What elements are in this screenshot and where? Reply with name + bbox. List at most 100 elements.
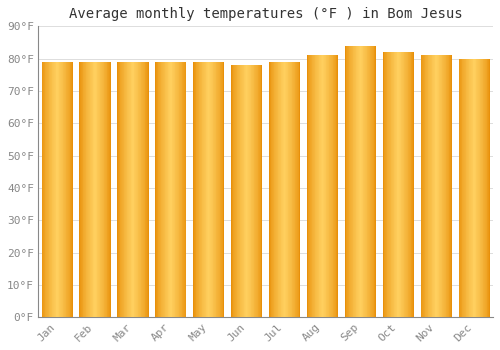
Bar [242, 65, 244, 317]
Bar [368, 46, 369, 317]
Bar [316, 55, 317, 317]
Bar [200, 62, 201, 317]
Bar [280, 62, 281, 317]
Bar [259, 65, 260, 317]
Bar [204, 62, 205, 317]
Bar [60, 62, 61, 317]
Bar [139, 62, 140, 317]
Bar [355, 46, 356, 317]
Bar [159, 62, 160, 317]
Bar [172, 62, 173, 317]
Bar [393, 52, 394, 317]
Bar [171, 62, 172, 317]
Bar [410, 52, 411, 317]
Bar [109, 62, 110, 317]
Bar [427, 55, 428, 317]
Bar [56, 62, 57, 317]
Bar [133, 62, 134, 317]
Bar [388, 52, 389, 317]
Bar [277, 62, 278, 317]
Bar [410, 52, 412, 317]
Bar [321, 55, 322, 317]
Bar [173, 62, 174, 317]
Bar [308, 55, 310, 317]
Bar [322, 55, 324, 317]
Bar [135, 62, 136, 317]
Bar [87, 62, 88, 317]
Bar [196, 62, 197, 317]
Bar [294, 62, 296, 317]
Bar [400, 52, 402, 317]
Bar [140, 62, 141, 317]
Bar [234, 65, 235, 317]
Bar [53, 62, 54, 317]
Bar [288, 62, 290, 317]
Bar [482, 59, 484, 317]
Bar [382, 52, 384, 317]
Bar [222, 62, 224, 317]
Bar [282, 62, 283, 317]
Bar [352, 46, 354, 317]
Bar [125, 62, 126, 317]
Bar [123, 62, 124, 317]
Bar [198, 62, 200, 317]
Bar [252, 65, 253, 317]
Bar [468, 59, 469, 317]
Bar [336, 55, 338, 317]
Bar [177, 62, 178, 317]
Bar [327, 55, 328, 317]
Bar [185, 62, 186, 317]
Bar [194, 62, 195, 317]
Bar [291, 62, 292, 317]
Bar [108, 62, 109, 317]
Bar [138, 62, 139, 317]
Bar [370, 46, 372, 317]
Bar [254, 65, 256, 317]
Bar [287, 62, 288, 317]
Bar [359, 46, 360, 317]
Bar [104, 62, 105, 317]
Bar [51, 62, 52, 317]
Bar [44, 62, 46, 317]
Bar [129, 62, 130, 317]
Bar [208, 62, 209, 317]
Bar [205, 62, 206, 317]
Bar [54, 62, 55, 317]
Bar [358, 46, 359, 317]
Bar [356, 46, 358, 317]
Bar [374, 46, 375, 317]
Bar [293, 62, 294, 317]
Bar [249, 65, 250, 317]
Bar [474, 59, 475, 317]
Bar [409, 52, 410, 317]
Bar [442, 55, 444, 317]
Bar [422, 55, 423, 317]
Bar [67, 62, 68, 317]
Bar [386, 52, 388, 317]
Bar [54, 62, 56, 317]
Bar [458, 59, 460, 317]
Bar [238, 65, 239, 317]
Bar [365, 46, 366, 317]
Bar [94, 62, 95, 317]
Bar [89, 62, 90, 317]
Bar [98, 62, 99, 317]
Bar [48, 62, 50, 317]
Bar [460, 59, 461, 317]
Bar [82, 62, 84, 317]
Bar [364, 46, 365, 317]
Bar [489, 59, 490, 317]
Bar [438, 55, 440, 317]
Bar [242, 65, 243, 317]
Bar [390, 52, 392, 317]
Bar [396, 52, 397, 317]
Bar [216, 62, 218, 317]
Bar [326, 55, 327, 317]
Bar [437, 55, 438, 317]
Bar [85, 62, 86, 317]
Bar [160, 62, 161, 317]
Bar [96, 62, 98, 317]
Bar [484, 59, 485, 317]
Bar [212, 62, 214, 317]
Bar [317, 55, 318, 317]
